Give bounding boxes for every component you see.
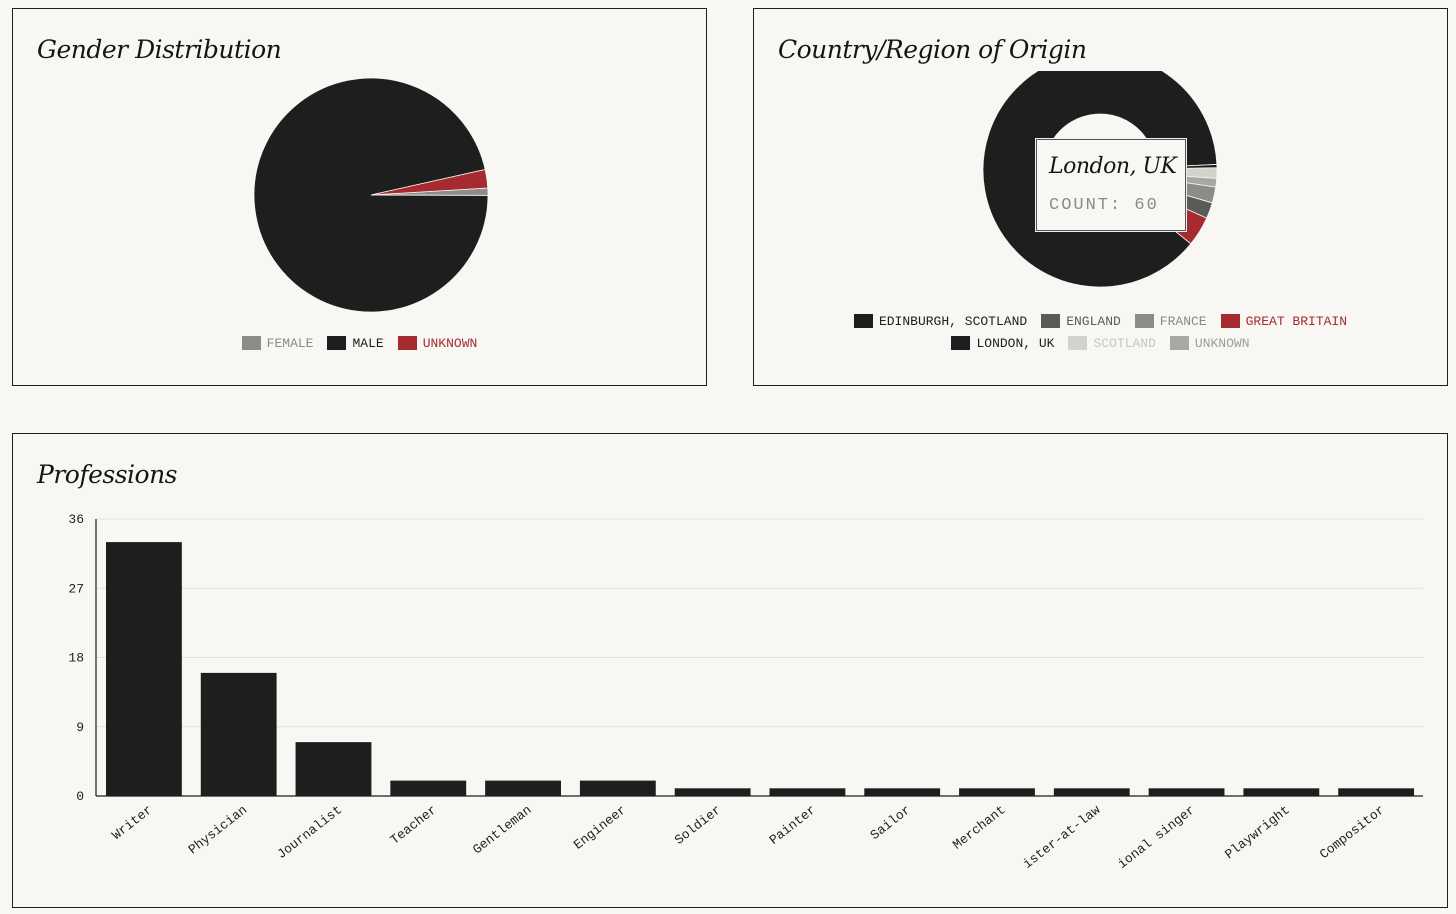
legend-swatch	[1041, 314, 1061, 328]
x-tick-label: ional singer	[1115, 802, 1198, 871]
legend-swatch	[241, 336, 261, 350]
x-tick-label: Physician	[186, 802, 251, 857]
legend-label: FEMALE	[266, 335, 314, 351]
legend-label: EDINBURGH, SCOTLAND	[878, 313, 1028, 329]
legend-label: GREAT BRITAIN	[1245, 313, 1348, 329]
bar-journalist[interactable]	[295, 742, 372, 796]
chart-tooltip: London, UK COUNT: 60	[1036, 139, 1186, 231]
country-legend-item-london-uk[interactable]: LONDON, UK	[951, 336, 1054, 351]
gender-legend: FEMALE MALE UNKNOWN	[13, 332, 706, 354]
tooltip-title: London, UK	[1049, 154, 1177, 179]
legend-label: LONDON, UK	[976, 335, 1055, 351]
legend-swatch	[327, 336, 347, 350]
gender-distribution-panel: Gender Distribution FEMALE MALE UNKNOWN	[12, 8, 707, 386]
x-tick-label: Journalist	[274, 802, 345, 862]
x-tick-label: Writer	[109, 802, 155, 843]
y-tick-label: 0	[76, 789, 84, 804]
bar-compositor[interactable]	[1338, 788, 1415, 796]
professions-bar-chart: 0 9 18 27 36 Writer Physician Journalist Teacher…	[68, 512, 1423, 872]
legend-swatch	[853, 314, 873, 328]
country-legend: EDINBURGH, SCOTLAND ENGLAND FRANCE GREAT BR…	[754, 310, 1447, 354]
country-legend-item-france[interactable]: FRANCE	[1134, 313, 1207, 329]
x-tick-label: ister-at-law	[1020, 802, 1103, 872]
x-tick-label: Sailor	[868, 802, 914, 843]
country-chart-title: Country/Region of Origin	[778, 35, 1087, 64]
tooltip-count: COUNT: 60	[1049, 196, 1159, 215]
country-legend-item-england[interactable]: ENGLAND	[1041, 314, 1121, 329]
gender-chart-title: Gender Distribution	[37, 35, 282, 64]
bar-ional-singer[interactable]	[1148, 788, 1225, 796]
bar-writer[interactable]	[106, 542, 182, 796]
y-tick-label: 9	[76, 720, 84, 735]
bar-ister-at-law[interactable]	[1053, 788, 1130, 796]
country-legend-item-scotland[interactable]: SCOTLAND	[1068, 335, 1156, 351]
professions-panel: Professions 0 9 18 27 36 Writer Physician Journ…	[12, 433, 1448, 908]
legend-swatch	[1169, 336, 1189, 350]
legend-label: UNKNOWN	[1194, 335, 1250, 351]
bar-merchant[interactable]	[959, 788, 1035, 796]
x-tick-label: Merchant	[950, 802, 1008, 852]
y-tick-label: 27	[68, 581, 84, 596]
legend-label: MALE	[352, 335, 384, 351]
legend-label: SCOTLAND	[1093, 335, 1156, 351]
bar-physician[interactable]	[200, 672, 277, 796]
bar-sailor[interactable]	[864, 788, 941, 796]
x-tick-label: Playwright	[1222, 802, 1293, 862]
professions-chart-title: Professions	[37, 460, 178, 489]
gender-legend-item-male[interactable]: MALE	[327, 335, 384, 351]
x-tick-label: Gentleman	[470, 802, 535, 857]
y-tick-label: 18	[68, 651, 84, 666]
legend-swatch	[951, 336, 971, 350]
gender-pie-chart	[253, 77, 489, 313]
bar-teacher[interactable]	[390, 780, 467, 796]
country-origin-panel: Country/Region of Origin London, UK COUN…	[753, 8, 1448, 386]
legend-swatch	[397, 336, 417, 350]
x-tick-label: Teacher	[387, 802, 439, 847]
x-tick-label: Soldier	[672, 802, 724, 847]
legend-label: UNKNOWN	[422, 335, 478, 351]
bar-gentleman[interactable]	[485, 780, 561, 796]
x-tick-label: Painter	[767, 802, 819, 847]
legend-label: ENGLAND	[1066, 313, 1121, 329]
bar-playwright[interactable]	[1243, 788, 1320, 796]
x-tick-label: Engineer	[571, 802, 629, 852]
gender-slice-unknown[interactable]	[370, 169, 489, 196]
legend-swatch	[1220, 314, 1240, 328]
bar-painter[interactable]	[769, 788, 846, 796]
x-tick-label: Compositor	[1317, 802, 1388, 862]
legend-label: FRANCE	[1159, 313, 1207, 329]
gender-legend-item-female[interactable]: FEMALE	[241, 335, 314, 351]
legend-swatch	[1068, 336, 1088, 350]
country-legend-item-great-britain[interactable]: GREAT BRITAIN	[1220, 313, 1348, 329]
y-tick-label: 36	[68, 512, 84, 527]
country-legend-item-edinburgh-scotland[interactable]: EDINBURGH, SCOTLAND	[853, 313, 1028, 329]
legend-swatch	[1134, 314, 1154, 328]
bar-soldier[interactable]	[674, 788, 751, 796]
country-legend-item-unknown[interactable]: UNKNOWN	[1169, 335, 1250, 351]
gender-legend-item-unknown[interactable]: UNKNOWN	[397, 335, 478, 351]
bar-engineer[interactable]	[579, 780, 656, 796]
